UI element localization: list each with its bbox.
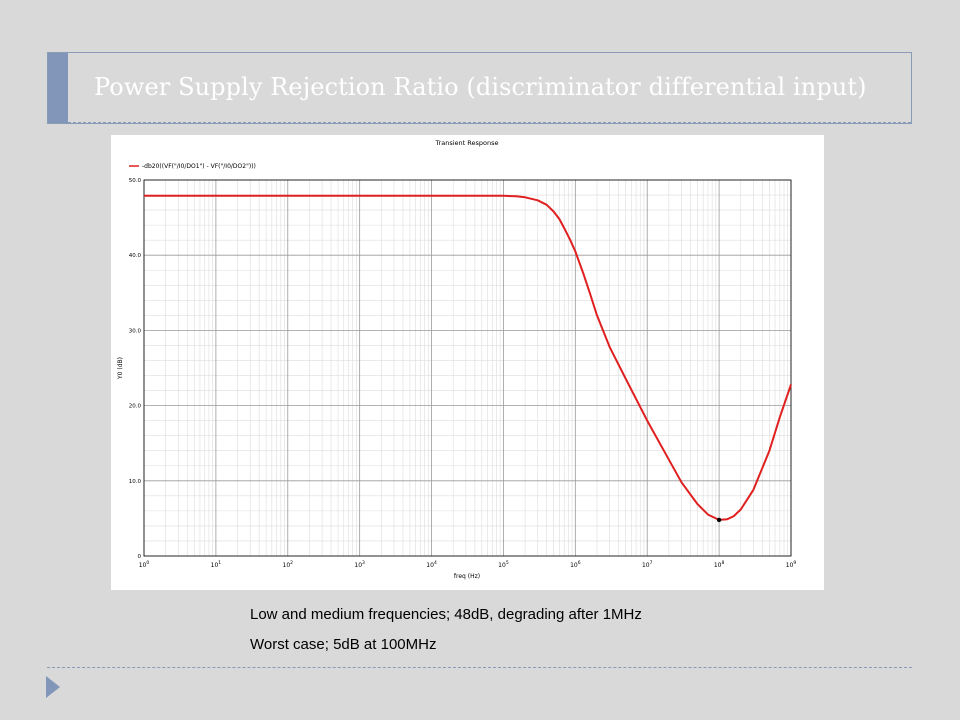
marker-point: [716, 517, 722, 523]
bullet-arrow-icon: [46, 676, 60, 698]
y-tick-label: 30.0: [129, 328, 142, 334]
series-layer: [144, 194, 792, 523]
chart-title: Transient Response: [435, 139, 499, 147]
bottom-divider: [47, 667, 912, 668]
x-tick-label: 105: [498, 560, 509, 569]
x-tick-label: 109: [786, 560, 797, 569]
caption-low-medium-frequencies: Low and medium frequencies; 48dB, degrad…: [250, 606, 642, 623]
slide-title: Power Supply Rejection Ratio (discrimina…: [94, 73, 867, 101]
plot-border: [143, 179, 792, 557]
x-tick-labels: 100 101 102 103 104 105 106 107 108 109: [139, 560, 797, 569]
legend-label: -db20((VF("/I0/DO1") - VF("/I0/DO2"))): [142, 163, 256, 170]
x-tick-label: 104: [426, 560, 437, 569]
y-tick-labels: 0 10.0 20.0 30.0 40.0 50.0: [129, 178, 142, 560]
legend: -db20((VF("/I0/DO1") - VF("/I0/DO2"))): [129, 163, 256, 170]
chart-frame: Transient Response -db20((VF("/I0/DO1") …: [111, 135, 824, 590]
y-axis-label: Y0 (dB): [117, 357, 124, 380]
x-tick-label: 101: [211, 560, 222, 569]
x-tick-label: 103: [354, 560, 365, 569]
title-accent-bar: [48, 53, 68, 123]
psrr-chart: Transient Response -db20((VF("/I0/DO1") …: [117, 139, 797, 580]
x-axis-label: freq (Hz): [454, 573, 480, 580]
title-bar: Power Supply Rejection Ratio (discrimina…: [47, 52, 912, 124]
y-tick-label: 10.0: [129, 479, 142, 485]
caption-worst-case: Worst case; 5dB at 100MHz: [250, 636, 437, 653]
x-tick-label: 108: [714, 560, 725, 569]
y-tick-label: 20.0: [129, 404, 142, 410]
x-tick-label: 107: [642, 560, 653, 569]
x-tick-label: 102: [283, 560, 294, 569]
minor-gridlines: [144, 180, 791, 556]
y-tick-label: 50.0: [129, 178, 142, 184]
title-underline: [68, 122, 911, 123]
x-tick-label: 106: [570, 560, 581, 569]
x-tick-label: 100: [139, 560, 150, 569]
y-tick-label: 0: [138, 554, 142, 560]
series-line-psrr: [144, 194, 792, 521]
y-tick-label: 40.0: [129, 253, 142, 259]
